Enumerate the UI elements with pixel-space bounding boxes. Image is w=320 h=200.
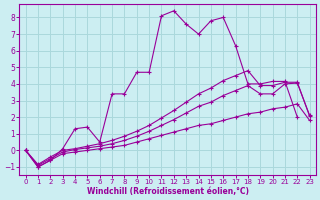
X-axis label: Windchill (Refroidissement éolien,°C): Windchill (Refroidissement éolien,°C) bbox=[87, 187, 249, 196]
